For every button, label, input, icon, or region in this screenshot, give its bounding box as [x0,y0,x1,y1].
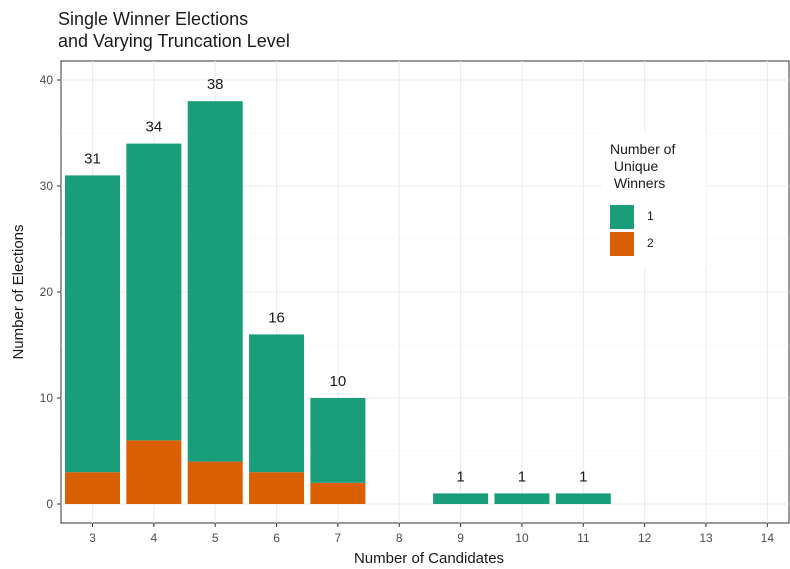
y-tick-label: 30 [40,179,54,193]
bar-segment-1-winners [249,334,305,473]
bar-total-label: 31 [84,150,101,167]
bar-total-label: 38 [207,76,224,93]
legend-label-2: 2 [647,236,654,250]
bar-total-label: 16 [268,309,285,326]
y-axis-label: Number of Elections [10,224,27,359]
x-tick-label: 5 [212,531,219,545]
bar-total-label: 10 [330,373,347,390]
bar-segment-1-winners [65,175,120,473]
bar-segment-2-winners [187,461,243,504]
y-tick-label: 10 [40,391,54,405]
bar-segment-2-winners [65,472,120,504]
x-axis-label: Number of Candidates [354,550,504,567]
y-tick-label: 40 [40,73,54,87]
x-tick-label: 14 [761,531,775,545]
chart-title-line-2: and Varying Truncation Level [58,31,290,51]
bar-segment-1-winners [126,143,182,441]
bar-segment-2-winners [310,482,366,504]
bar-total-label: 1 [518,468,526,485]
x-tick-label: 9 [457,531,464,545]
x-tick-label: 7 [335,531,342,545]
bar-segment-1-winners [310,398,366,483]
x-tick-label: 8 [396,531,403,545]
bar-segment-1-winners [494,493,550,504]
legend-label-1: 1 [647,209,654,223]
chart-title-line-1: Single Winner Elections [58,9,249,29]
legend-swatch-1 [610,205,634,229]
bar-total-label: 1 [456,468,464,485]
x-tick-label: 3 [89,531,96,545]
legend-swatch-2 [610,232,634,256]
bars [65,101,611,504]
x-tick-label: 11 [577,531,590,545]
bar-segment-1-winners [187,101,243,462]
y-axis: 0 10 20 30 40 [40,73,61,511]
y-tick-label: 0 [46,497,53,511]
x-tick-label: 13 [699,531,713,545]
legend: Number of Unique Winners 1 2 [602,131,706,267]
bar-total-label: 34 [146,119,163,136]
bar-segment-1-winners [433,493,489,504]
x-tick-label: 10 [515,531,529,545]
bar-total-label: 1 [579,468,587,485]
x-tick-label: 6 [273,531,280,545]
bar-segment-1-winners [555,493,611,504]
x-tick-label: 4 [151,531,158,545]
legend-title: Number of Unique Winners [610,141,676,191]
y-tick-label: 20 [40,285,54,299]
bar-total-labels: 31 34 38 16 10 1 1 1 [84,76,587,485]
bar-segment-2-winners [249,472,305,504]
bar-segment-2-winners [126,440,182,504]
chart-title: Single Winner Elections and Varying Trun… [58,8,290,52]
x-axis: 3 4 5 6 7 8 9 10 11 12 13 14 [89,523,774,545]
x-tick-label: 12 [638,531,652,545]
